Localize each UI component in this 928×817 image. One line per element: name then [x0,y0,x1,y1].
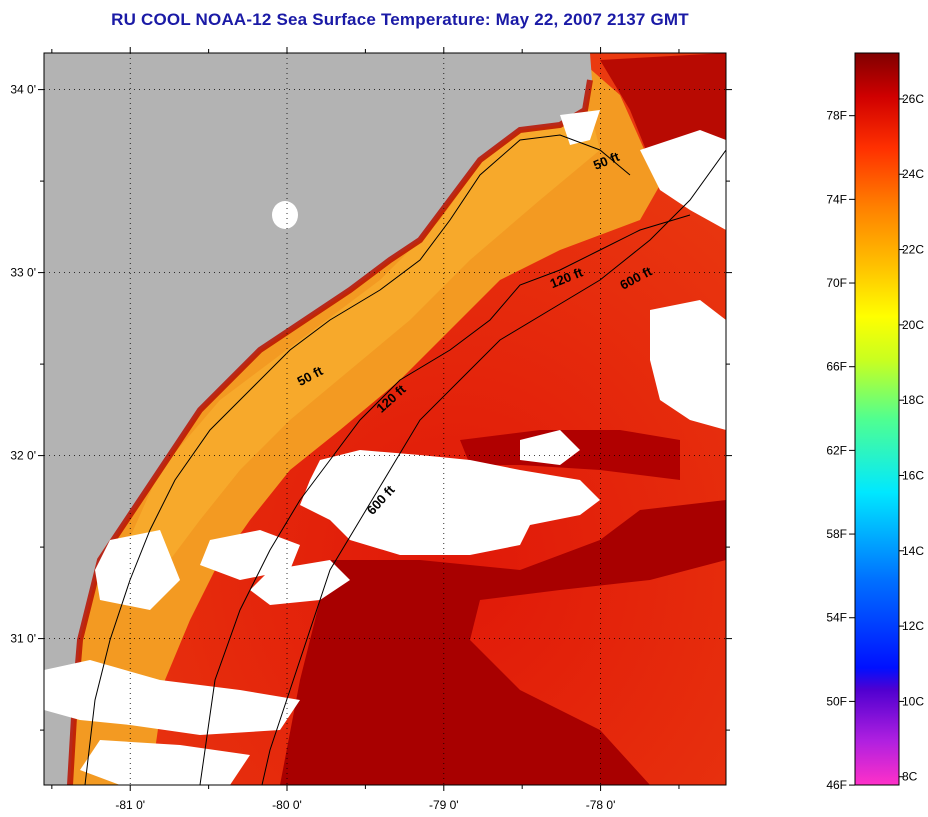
gulf-stream-water [280,500,726,785]
lon-label: -79 0' [429,798,459,812]
fahrenheit-label: 46F [826,778,847,792]
celsius-label: 10C [902,694,924,708]
map-title: RU COOL NOAA-12 Sea Surface Temperature:… [111,10,689,29]
lon-label: -81 0' [115,798,145,812]
lat-label: 31 0' [10,632,36,646]
colorbar-ticks: 78F 74F 70F 66F 62F 58F 54F 50F 46F 26C 24C 22C 20C 1… [826,92,924,792]
celsius-label: 14C [902,544,924,558]
celsius-label: 12C [902,619,924,633]
colorbar: 78F 74F 70F 66F 62F 58F 54F 50F 46F 26C 24C 22C 20C 1… [826,52,924,792]
fahrenheit-label: 70F [826,276,847,290]
isobath-contours [84,134,726,785]
celsius-label: 24C [902,167,924,181]
shelf-water [44,60,660,785]
axis-ticks: 34 0' 33 0' 32 0' 31 0' -81 0' -80 0' -79 0' -7… [10,47,732,812]
fahrenheit-label: 58F [826,527,847,541]
contour-120ft [199,214,691,785]
fahrenheit-label: 54F [826,611,847,625]
lon-label: -80 0' [272,798,302,812]
fahrenheit-label: 66F [826,360,847,374]
fahrenheit-label: 50F [826,694,847,708]
celsius-label: 22C [902,243,924,257]
celsius-label: 16C [902,468,924,482]
celsius-label: 18C [902,393,924,407]
map-frame [43,52,727,786]
lon-label: -78 0' [586,798,616,812]
fahrenheit-label: 74F [826,192,847,206]
land-mass [44,53,592,785]
lat-label: 34 0' [10,83,36,97]
celsius-label: 26C [902,92,924,106]
contour-600ft [261,149,726,785]
colorbar-gradient [854,52,900,786]
lat-label: 33 0' [10,266,36,280]
lat-label: 32 0' [10,449,36,463]
shelf-water-inner [120,80,600,560]
celsius-label: 8C [902,770,918,784]
cloud-cover [44,110,726,785]
celsius-label: 20C [902,318,924,332]
fahrenheit-label: 62F [826,443,847,457]
contour-50ft [84,134,631,785]
fahrenheit-label: 78F [826,109,847,123]
